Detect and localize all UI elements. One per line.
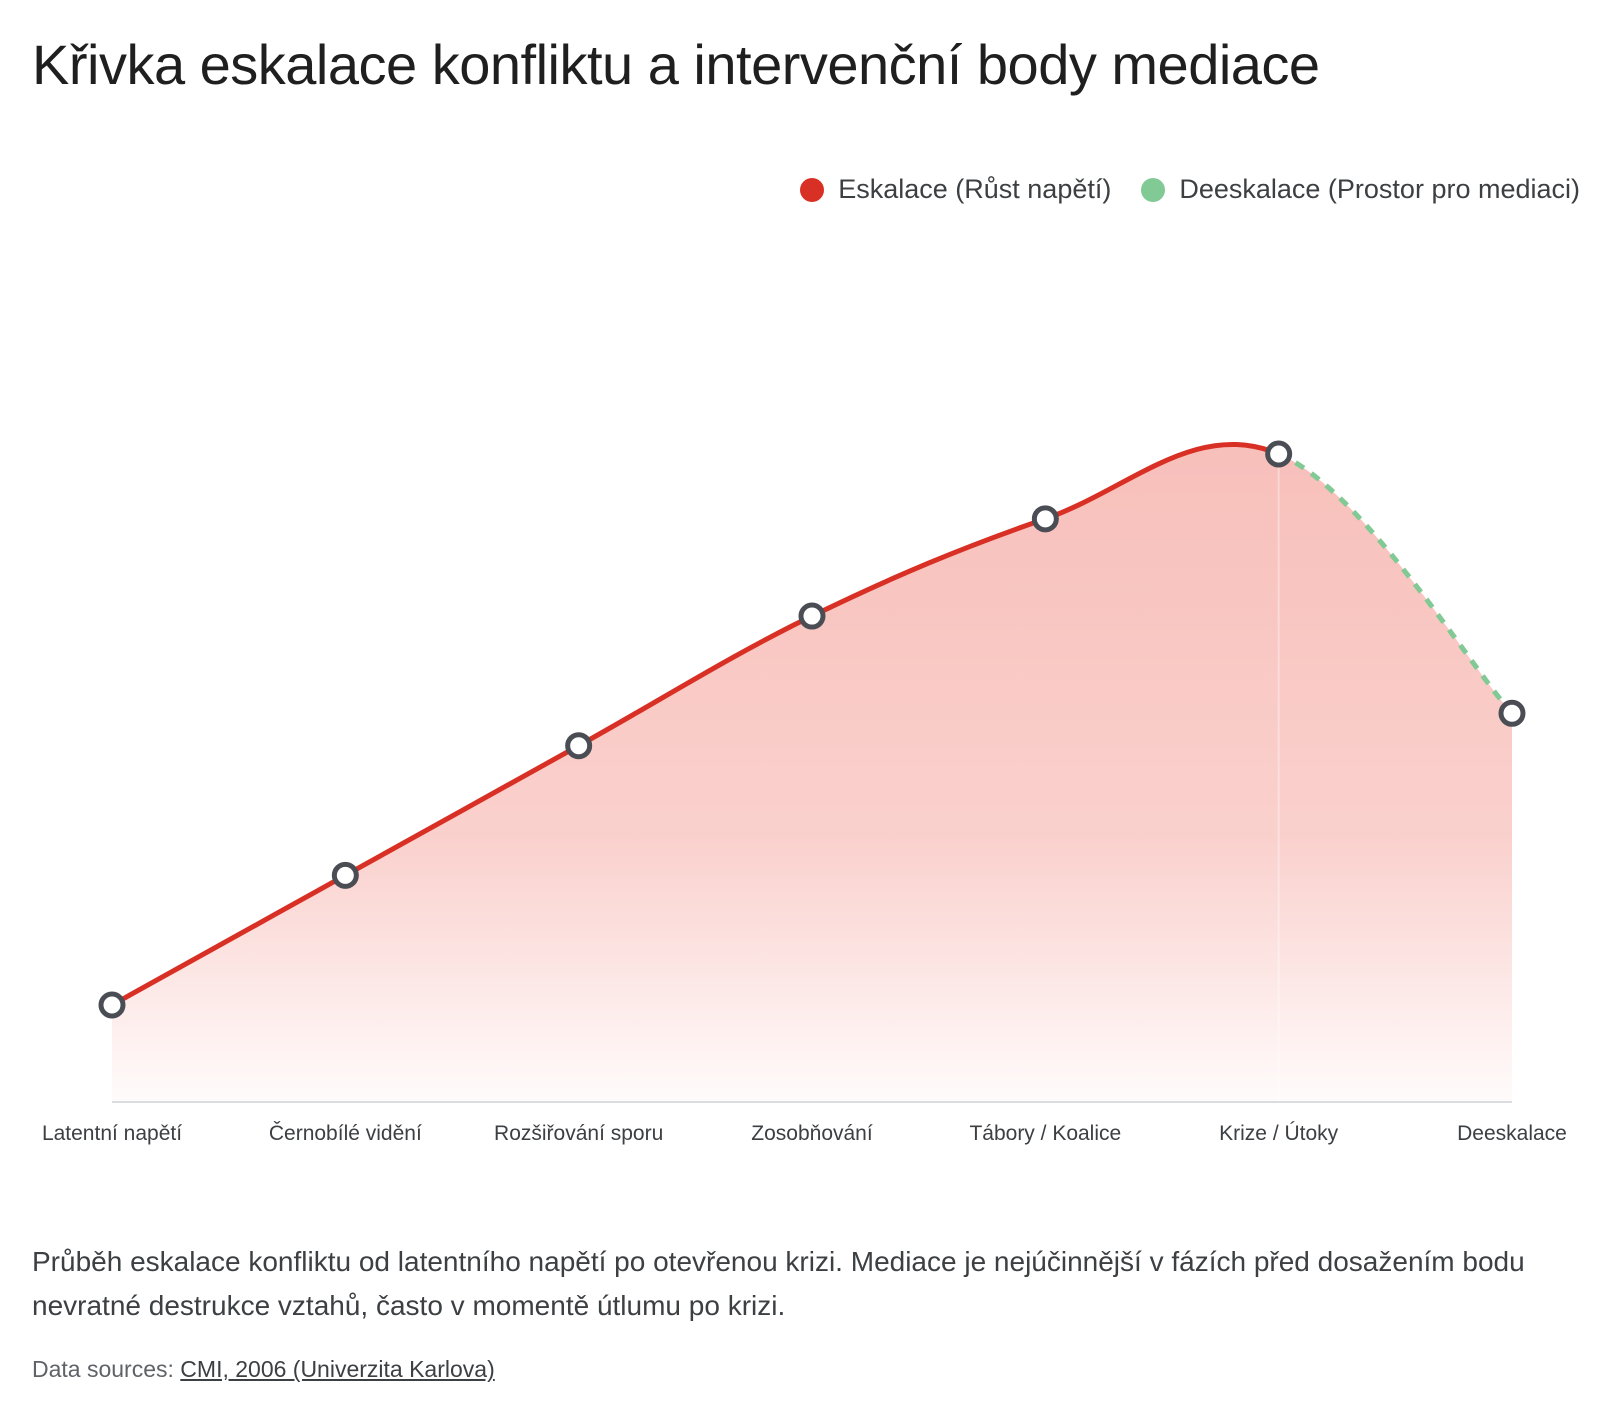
data-point-4[interactable] — [798, 602, 826, 630]
x-tick-label: Zosobňování — [751, 1122, 873, 1145]
data-point-3[interactable] — [565, 732, 593, 760]
x-tick-label: Rozšiřování sporu — [494, 1122, 663, 1145]
sources-prefix: Data sources: — [32, 1356, 174, 1382]
data-point-2[interactable] — [331, 861, 359, 889]
legend-label-deescalation: Deeskalace (Prostor pro mediaci) — [1179, 174, 1580, 204]
chart-legend: Eskalace (Růst napětí) Deeskalace (Prost… — [800, 174, 1580, 205]
x-tick-label: Latentní napětí — [42, 1122, 182, 1145]
legend-label-escalation: Eskalace (Růst napětí) — [838, 174, 1112, 204]
legend-marker-deescalation — [1141, 177, 1166, 202]
data-point-6[interactable] — [1265, 440, 1293, 468]
legend-item-deescalation[interactable]: Deeskalace (Prostor pro mediaci) — [1141, 174, 1580, 205]
line-chart: Latentní napětí Černobílé vidění Rozšiřová… — [42, 440, 1567, 1145]
x-tick-label: Krize / Útoky — [1219, 1122, 1339, 1145]
legend-marker-escalation — [800, 177, 825, 202]
legend-item-escalation[interactable]: Eskalace (Růst napětí) — [800, 174, 1111, 205]
data-point-5[interactable] — [1031, 505, 1059, 533]
data-point-1[interactable] — [98, 991, 126, 1019]
data-sources: Data sources: CMI, 2006 (Univerzita Karl… — [32, 1356, 495, 1383]
x-tick-label: Deeskalace — [1457, 1122, 1567, 1145]
series-line-deescalation — [1277, 451, 1514, 715]
area-fill — [112, 444, 1512, 1103]
chart-title: Křivka eskalace konfliktu a intervenční … — [32, 33, 1320, 96]
sources-link[interactable]: CMI, 2006 (Univerzita Karlova) — [180, 1356, 495, 1382]
series-line-escalation — [109, 442, 1282, 1008]
x-tick-label: Tábory / Koalice — [969, 1122, 1121, 1145]
x-tick-label: Černobílé vidění — [269, 1122, 422, 1145]
data-point-7[interactable] — [1498, 699, 1526, 727]
chart-caption: Průběh eskalace konfliktu od latentního … — [32, 1246, 1525, 1321]
